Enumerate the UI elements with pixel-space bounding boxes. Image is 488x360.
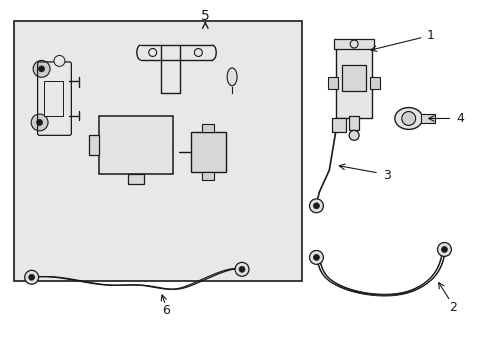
Bar (334, 39, 373, 49)
Text: 1: 1 (426, 29, 434, 42)
Circle shape (54, 55, 65, 66)
Text: 4: 4 (455, 112, 463, 125)
Bar (43, 81, 63, 117)
Bar (99, 117, 173, 174)
Bar (342, 65, 366, 91)
Bar (88, 135, 99, 155)
Circle shape (309, 251, 323, 264)
Bar (190, 132, 225, 172)
Circle shape (39, 66, 44, 72)
Circle shape (309, 199, 323, 213)
Bar (128, 174, 143, 184)
Circle shape (437, 243, 450, 256)
Circle shape (313, 203, 319, 209)
Circle shape (31, 114, 48, 131)
Circle shape (29, 274, 35, 280)
Bar (348, 117, 358, 130)
Circle shape (441, 247, 447, 252)
Circle shape (401, 112, 415, 125)
Text: 6: 6 (162, 305, 169, 318)
Circle shape (313, 255, 319, 260)
Bar (336, 47, 371, 118)
Bar (14, 21, 301, 281)
Bar (420, 113, 434, 123)
Bar (332, 118, 346, 132)
Text: 5: 5 (201, 9, 209, 23)
Ellipse shape (226, 68, 237, 86)
Bar (202, 125, 214, 132)
Bar (369, 77, 379, 89)
Circle shape (37, 120, 42, 125)
Circle shape (25, 270, 39, 284)
Ellipse shape (394, 108, 422, 129)
Bar (327, 77, 338, 89)
Bar (202, 172, 214, 180)
Text: 2: 2 (448, 301, 456, 314)
Text: 3: 3 (382, 168, 390, 181)
Circle shape (348, 130, 358, 140)
Circle shape (235, 262, 248, 276)
Circle shape (33, 60, 50, 77)
Circle shape (239, 266, 244, 272)
